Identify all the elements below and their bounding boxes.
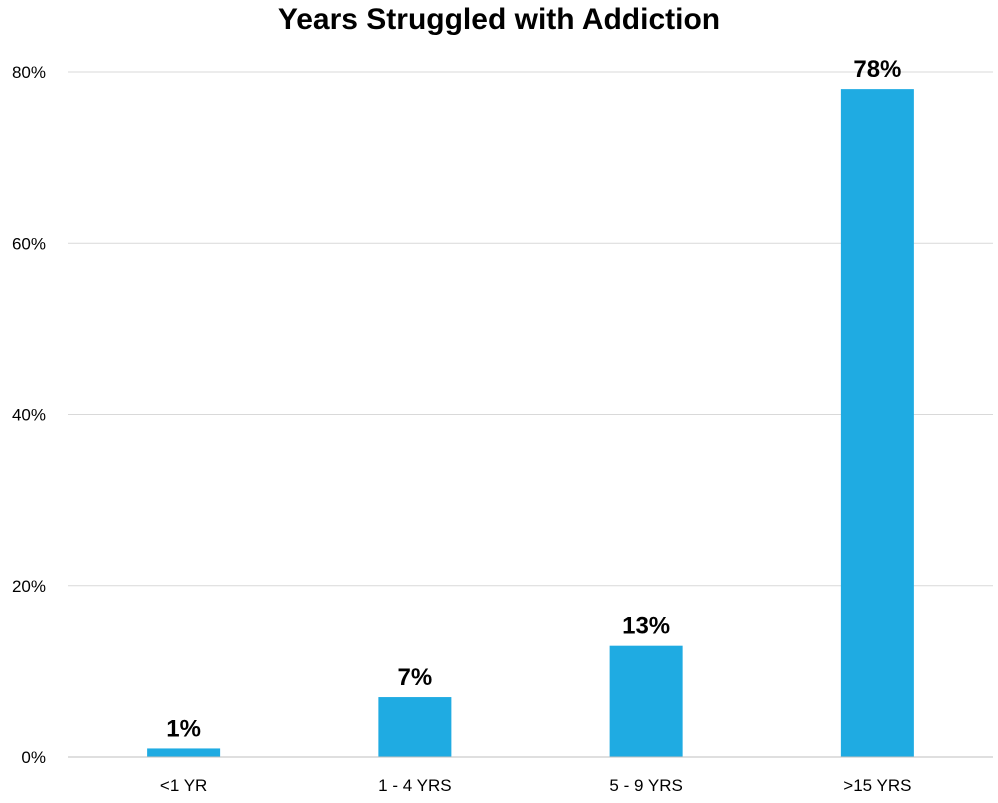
bar xyxy=(609,645,683,757)
chart-title: Years Struggled with Addiction xyxy=(277,3,721,36)
x-tick-label: 1 - 4 YRS xyxy=(378,776,451,795)
y-tick-label: 0% xyxy=(21,748,46,767)
bars xyxy=(147,89,914,757)
data-labels: 1% 7% 13% 78% xyxy=(166,56,901,742)
data-label: 1% xyxy=(166,715,201,742)
y-tick-label: 80% xyxy=(12,63,46,82)
y-tick-label: 20% xyxy=(12,577,46,596)
data-label: 78% xyxy=(853,56,901,83)
y-tick-label: 40% xyxy=(12,406,46,425)
bar xyxy=(147,748,221,757)
gridlines xyxy=(68,71,993,587)
x-axis-tick-labels: <1 YR 1 - 4 YRS 5 - 9 YRS >15 YRS xyxy=(160,776,912,795)
x-tick-label: <1 YR xyxy=(160,776,207,795)
y-axis-tick-labels: 0% 20% 40% 60% 80% xyxy=(12,63,46,767)
x-tick-label: 5 - 9 YRS xyxy=(609,776,682,795)
bar xyxy=(840,89,914,757)
y-tick-label: 60% xyxy=(12,234,46,253)
bar xyxy=(378,697,452,757)
x-tick-label: >15 YRS xyxy=(843,776,911,795)
data-label: 13% xyxy=(622,613,670,640)
data-label: 7% xyxy=(398,664,433,691)
